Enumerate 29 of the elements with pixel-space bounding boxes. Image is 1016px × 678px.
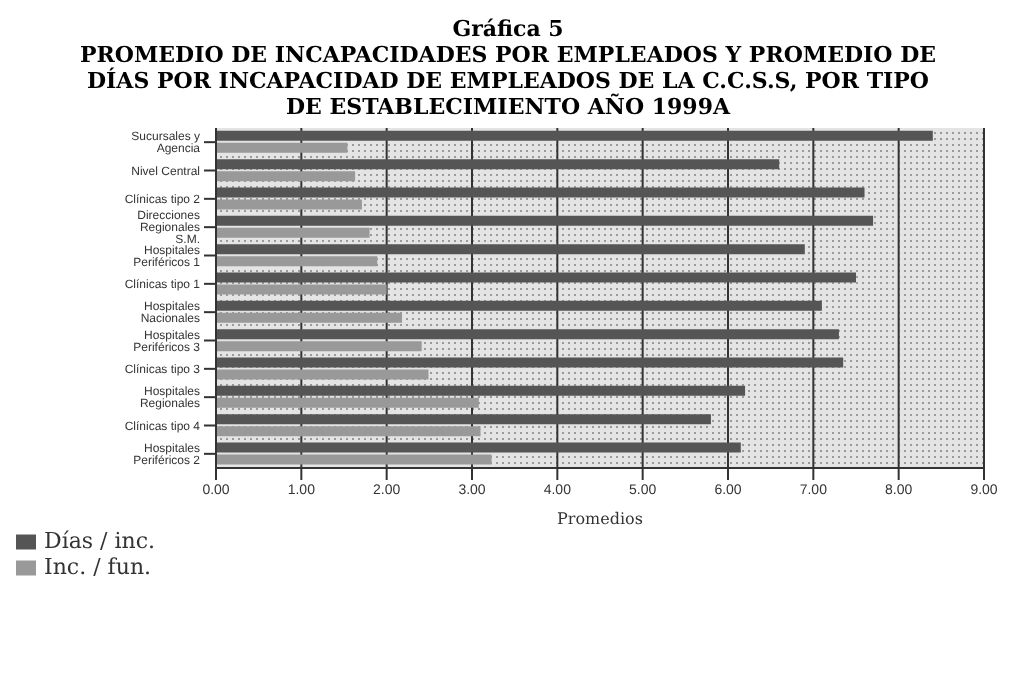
bar (216, 187, 865, 198)
bar (216, 426, 481, 437)
bar (216, 341, 422, 352)
bar (216, 300, 822, 311)
bar (216, 369, 429, 380)
bar (216, 199, 362, 210)
bar (216, 215, 874, 226)
bar (216, 454, 492, 465)
x-axis-title: Promedios (557, 510, 643, 528)
chart-title: Gráfica 5 (450, 16, 566, 42)
bar (216, 385, 746, 396)
bar (216, 171, 356, 182)
bar (216, 397, 479, 408)
bar (216, 244, 805, 255)
bar (216, 312, 403, 323)
bar (216, 227, 370, 238)
bar (216, 256, 378, 267)
bar (216, 130, 933, 141)
bar (216, 357, 844, 368)
bar (216, 442, 741, 453)
bar (216, 159, 780, 170)
chart-subtitle: PROMEDIO DE INCAPACIDADES POR EMPLEADOS Y PROMEDIO DE DÍAS POR INCAPACIDAD DE EMPLEADOS DE LA C.C.S.S, POR TIPO DE ESTABLECIMIENTO AÑO 1999A (78, 42, 938, 120)
legend-label: Inc. / fun. (44, 554, 152, 580)
bar (216, 329, 839, 340)
bar (216, 284, 387, 295)
bar (216, 272, 856, 283)
bar (216, 142, 348, 153)
legend-label: Días / inc. (44, 528, 155, 554)
bar (216, 414, 711, 425)
